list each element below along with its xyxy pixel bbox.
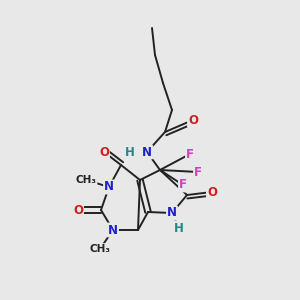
Text: CH₃: CH₃ [76,175,97,185]
Text: F: F [179,178,187,191]
Text: F: F [186,148,194,160]
Text: N: N [142,146,152,158]
Text: O: O [188,113,198,127]
Text: H: H [174,221,184,235]
Text: N: N [104,181,114,194]
Text: O: O [99,146,109,158]
Text: F: F [194,166,202,178]
Text: O: O [207,185,217,199]
Text: CH₃: CH₃ [89,244,110,254]
Text: N: N [108,224,118,236]
Text: O: O [73,203,83,217]
Text: H: H [125,146,135,158]
Text: N: N [167,206,177,220]
